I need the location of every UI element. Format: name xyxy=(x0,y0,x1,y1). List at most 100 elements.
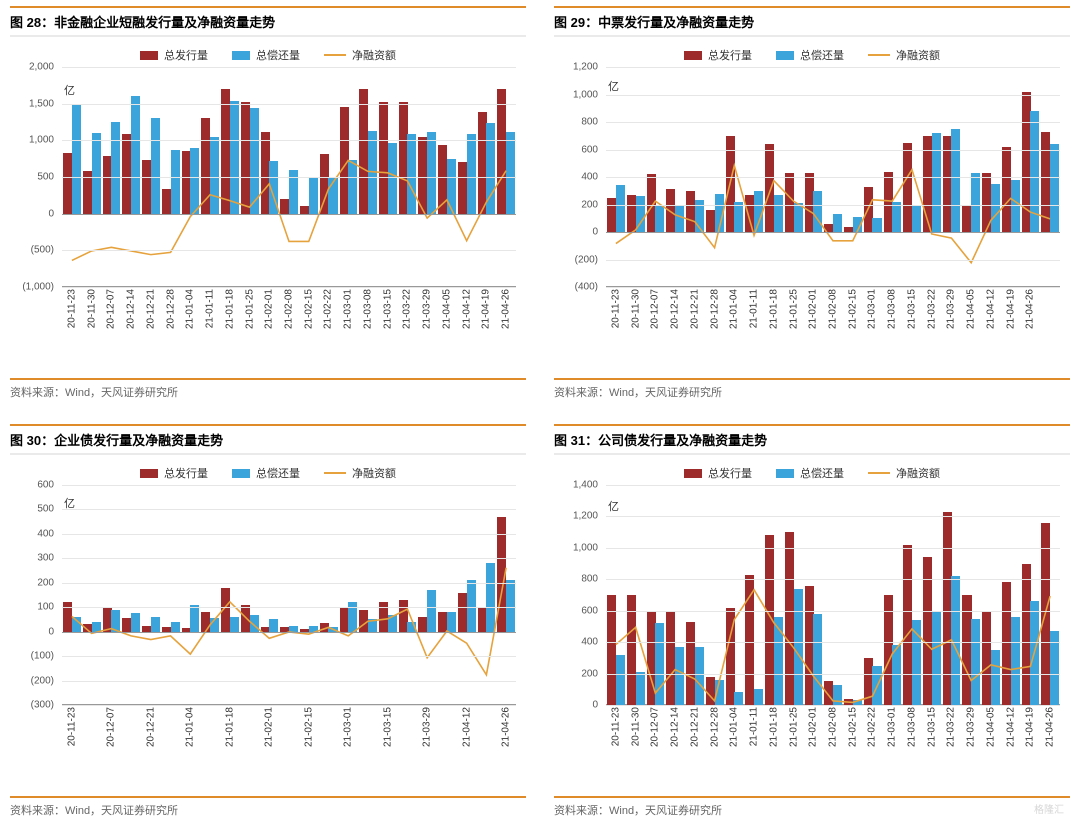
x-tick-label: 20-11-23 xyxy=(610,289,621,328)
x-tick-label: 20-12-21 xyxy=(689,289,700,329)
x-tick-label: 21-03-29 xyxy=(946,289,957,329)
x-tick-label: 21-01-04 xyxy=(729,707,740,747)
x-tick-label: 21-01-25 xyxy=(788,289,799,329)
y-tick-label: 800 xyxy=(581,574,598,585)
x-tick-label: 21-04-19 xyxy=(1025,707,1036,747)
legend-item: 净融资额 xyxy=(324,47,396,63)
x-tick-label: 20-11-30 xyxy=(630,289,641,328)
x-tick-label: 21-01-18 xyxy=(768,289,779,329)
unit-label: 亿 xyxy=(608,78,619,94)
x-tick-label: 21-03-29 xyxy=(422,289,433,329)
plot-inner xyxy=(62,67,516,287)
plot: (300)(200)(100)0100200300400500600 20-11… xyxy=(14,485,522,705)
x-tick-label: 21-02-15 xyxy=(847,707,858,747)
net-line xyxy=(72,568,506,675)
x-tick-label: 20-11-30 xyxy=(86,289,97,328)
x-tick-label: 21-01-04 xyxy=(185,707,196,747)
chart-title: 图 28：非金融企业短融发行量及净融资量走势 xyxy=(10,6,526,37)
y-tick-label: (100) xyxy=(31,651,54,662)
x-tick-label: 20-12-07 xyxy=(650,707,661,747)
x-tick-label: 21-04-26 xyxy=(501,289,512,329)
x-tick-label: 21-01-11 xyxy=(749,707,760,746)
x-tick-label: 21-01-11 xyxy=(205,289,216,328)
y-tick-label: 0 xyxy=(592,227,598,238)
x-tick-label: 21-04-19 xyxy=(1005,289,1016,329)
x-tick-label: 21-04-12 xyxy=(461,289,472,329)
x-tick-label: 21-02-15 xyxy=(847,289,858,329)
x-tick-label: 20-12-07 xyxy=(106,289,117,329)
legend-item: 总发行量 xyxy=(140,465,208,481)
y-tick-label: (200) xyxy=(31,675,54,686)
x-tick-label: 21-03-22 xyxy=(946,707,957,747)
y-tick-label: (400) xyxy=(575,282,598,293)
x-tick-label: 21-04-12 xyxy=(1005,707,1016,747)
legend-item: 总发行量 xyxy=(684,47,752,63)
x-tick-label: 21-04-26 xyxy=(1025,289,1036,329)
legend: 总发行量总偿还量净融资额 xyxy=(14,47,522,63)
legend: 总发行量总偿还量净融资额 xyxy=(558,465,1066,481)
x-tick-label: 21-02-08 xyxy=(828,707,839,747)
x-tick-label: 21-02-01 xyxy=(808,707,819,747)
chart-title: 图 31：公司债发行量及净融资量走势 xyxy=(554,424,1070,455)
x-tick-label: 21-02-08 xyxy=(284,289,295,329)
x-tick-label: 21-03-15 xyxy=(926,707,937,747)
y-tick-label: 0 xyxy=(48,626,54,637)
x-tick-label: 21-03-01 xyxy=(887,707,898,747)
x-tick-label: 21-04-05 xyxy=(966,289,977,329)
x-tick-label: 21-02-22 xyxy=(867,707,878,747)
net-line xyxy=(72,160,506,260)
x-tick-label: 20-11-23 xyxy=(66,289,77,328)
y-tick-label: (300) xyxy=(31,700,54,711)
x-tick-label: 20-12-07 xyxy=(106,707,117,747)
x-tick-label: 21-01-11 xyxy=(749,289,760,328)
x-tick-label: 21-04-19 xyxy=(481,289,492,329)
x-tick-label: 21-03-15 xyxy=(382,289,393,329)
chart-area: 总发行量总偿还量净融资额 02004006008001,0001,2001,40… xyxy=(554,455,1070,796)
y-tick-label: (500) xyxy=(31,245,54,256)
x-tick-label: 21-03-15 xyxy=(906,289,917,329)
source-text: 资料来源：Wind，天风证券研究所 xyxy=(554,378,1070,400)
source-text: 资料来源：Wind，天风证券研究所 xyxy=(554,796,1070,818)
y-tick-label: 400 xyxy=(37,528,54,539)
x-tick-label: 21-03-08 xyxy=(362,289,373,329)
net-line xyxy=(616,590,1050,703)
x-tick-label: 21-01-18 xyxy=(224,707,235,747)
x-tick-label: 21-01-04 xyxy=(185,289,196,329)
x-tick-label: 21-01-25 xyxy=(244,289,255,329)
legend: 总发行量总偿还量净融资额 xyxy=(14,465,522,481)
chart-area: 总发行量总偿还量净融资额 (300)(200)(100)010020030040… xyxy=(10,455,526,796)
watermark: 格隆汇 xyxy=(1034,801,1064,816)
x-tick-label: 21-01-25 xyxy=(788,707,799,747)
chart-panel-31: 图 31：公司债发行量及净融资量走势 总发行量总偿还量净融资额 02004006… xyxy=(554,424,1070,818)
y-tick-label: 400 xyxy=(581,172,598,183)
x-tick-label: 21-02-01 xyxy=(264,289,275,329)
x-tick-label: 21-04-26 xyxy=(1045,707,1056,747)
x-tick-label: 21-02-01 xyxy=(808,289,819,329)
x-tick-label: 20-12-28 xyxy=(709,707,720,747)
y-tick-label: 200 xyxy=(581,668,598,679)
x-tick-label: 21-02-08 xyxy=(828,289,839,329)
x-tick-label: 20-11-23 xyxy=(66,707,77,746)
y-tick-label: 1,000 xyxy=(573,89,598,100)
y-tick-label: 1,200 xyxy=(573,511,598,522)
x-tick-label: 20-12-14 xyxy=(670,289,681,329)
y-tick-label: 1,000 xyxy=(29,135,54,146)
x-tick-label: 21-01-18 xyxy=(768,707,779,747)
chart-panel-30: 图 30：企业债发行量及净融资量走势 总发行量总偿还量净融资额 (300) (20… xyxy=(10,424,526,818)
y-tick-label: (1,000) xyxy=(22,282,54,293)
x-tick-label: 21-02-15 xyxy=(303,707,314,747)
legend-item: 总偿还量 xyxy=(776,465,844,481)
x-tick-label: 21-02-01 xyxy=(264,707,275,747)
chart-title: 图 30：企业债发行量及净融资量走势 xyxy=(10,424,526,455)
x-tick-label: 21-04-26 xyxy=(501,707,512,747)
chart-panel-28: 图 28：非金融企业短融发行量及净融资量走势 总发行量总偿还量净融资额 (1,0… xyxy=(10,6,526,400)
net-line xyxy=(616,166,1050,263)
plot: 02004006008001,0001,2001,400 20-11-2320-… xyxy=(558,485,1066,705)
legend-item: 净融资额 xyxy=(868,47,940,63)
x-tick-label: 21-03-22 xyxy=(926,289,937,329)
y-tick-label: 300 xyxy=(37,553,54,564)
y-tick-label: 200 xyxy=(581,199,598,210)
legend-item: 总偿还量 xyxy=(776,47,844,63)
legend-item: 净融资额 xyxy=(324,465,396,481)
y-tick-label: 0 xyxy=(48,208,54,219)
